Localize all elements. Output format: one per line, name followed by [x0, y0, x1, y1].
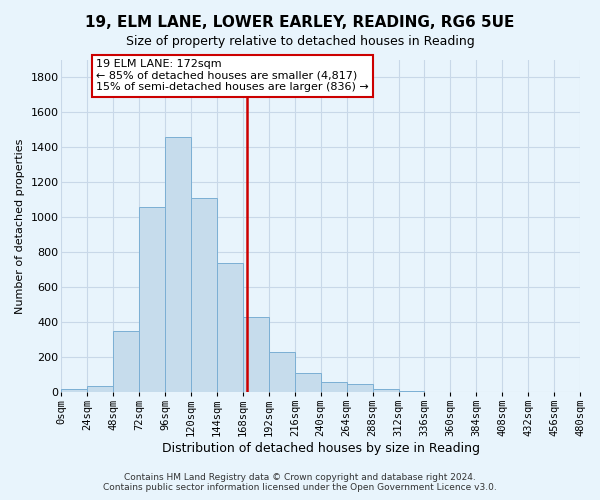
Bar [88, 386, 113, 392]
Text: Contains HM Land Registry data © Crown copyright and database right 2024.
Contai: Contains HM Land Registry data © Crown c… [103, 473, 497, 492]
X-axis label: Distribution of detached houses by size in Reading: Distribution of detached houses by size … [162, 442, 480, 455]
Text: Size of property relative to detached houses in Reading: Size of property relative to detached ho… [125, 35, 475, 48]
Bar [347, 384, 373, 392]
Bar [295, 373, 321, 392]
Bar [61, 390, 88, 392]
Y-axis label: Number of detached properties: Number of detached properties [15, 138, 25, 314]
Bar [139, 207, 165, 392]
Bar [321, 382, 347, 392]
Text: 19, ELM LANE, LOWER EARLEY, READING, RG6 5UE: 19, ELM LANE, LOWER EARLEY, READING, RG6… [85, 15, 515, 30]
Bar [217, 262, 243, 392]
Bar [269, 352, 295, 392]
Bar [398, 391, 424, 392]
Bar [373, 388, 398, 392]
Text: 19 ELM LANE: 172sqm
← 85% of detached houses are smaller (4,817)
15% of semi-det: 19 ELM LANE: 172sqm ← 85% of detached ho… [96, 59, 369, 92]
Bar [165, 137, 191, 392]
Bar [113, 331, 139, 392]
Bar [243, 317, 269, 392]
Bar [191, 198, 217, 392]
